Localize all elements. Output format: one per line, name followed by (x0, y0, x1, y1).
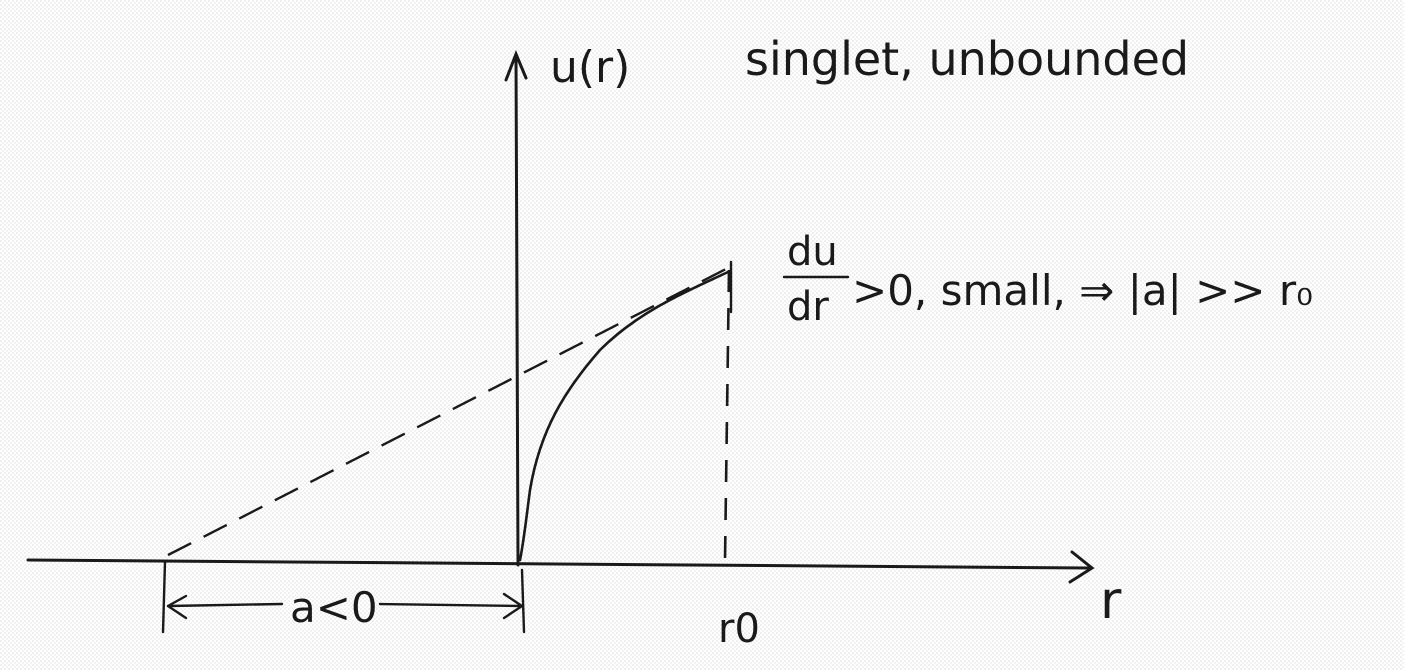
u-axis-arrowhead (504, 49, 528, 82)
derivative-numerator: du (787, 229, 838, 275)
sketch-title: singlet, unbounded (745, 32, 1189, 86)
derivative-denominator: dr (787, 284, 829, 330)
r0-label: r0 (718, 606, 760, 652)
wavefunction-curve (518, 270, 730, 562)
r-axis-arrowhead (1068, 550, 1095, 584)
u-axis-label: u(r) (550, 42, 630, 93)
a-arrow-right-shaft (378, 602, 524, 608)
tangent-extrapolation-dashed (167, 266, 729, 557)
r0-marker-dashed (723, 269, 731, 561)
scattering-length-label: a<0 (290, 583, 378, 632)
a-bracket-right-tick (520, 568, 526, 634)
a-bracket-left-tick (161, 560, 167, 634)
derivative-condition: >0, small, ⇒ |a| >> r₀ (852, 266, 1313, 315)
u-axis (514, 54, 520, 567)
a-arrow-left-shaft (166, 602, 284, 608)
r-axis-label: r (1100, 571, 1122, 631)
r-axis (26, 558, 1092, 570)
